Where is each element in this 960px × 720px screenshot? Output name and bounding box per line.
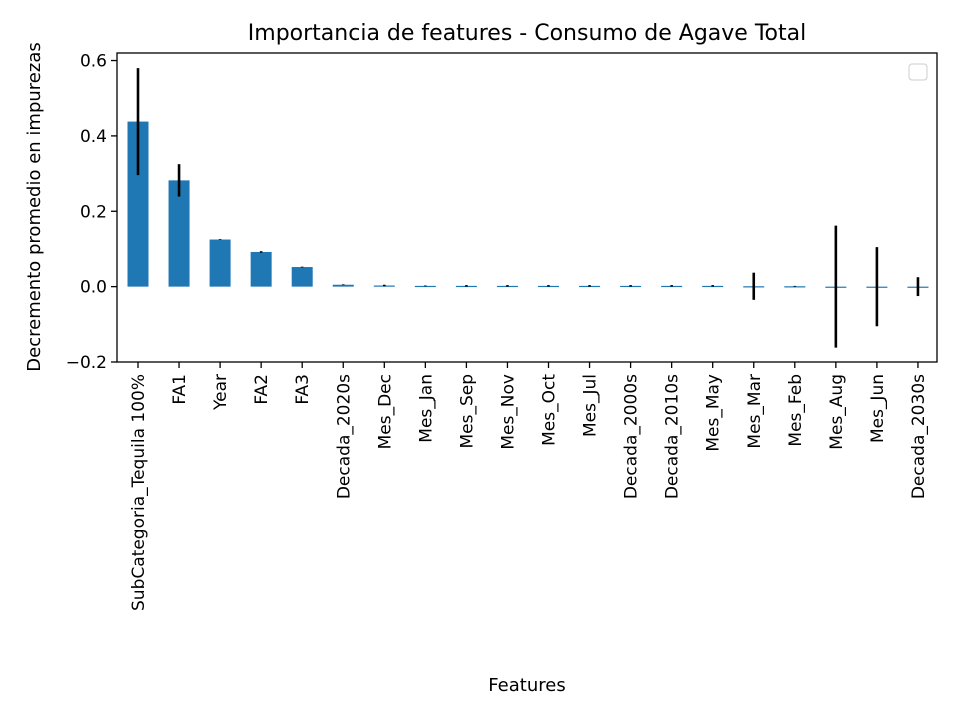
bar-mes-jan <box>414 285 436 288</box>
x-tick-label: Mes_Jun <box>868 374 888 443</box>
bar-decada-2020s <box>332 284 354 287</box>
x-axis-tick-labels: SubCategoria_Tequila 100% FA1 Year FA2 FA3 De… <box>129 362 929 611</box>
x-tick-label: Mes_May <box>704 374 724 452</box>
x-tick-label: Mes_Jan <box>416 374 436 443</box>
x-tick-label: Mes_Oct <box>540 374 560 446</box>
x-tick-label: Decada_2020s <box>334 374 354 499</box>
x-tick-label: SubCategoria_Tequila 100% <box>129 374 149 611</box>
x-tick-label: FA3 <box>293 374 313 405</box>
chart-title: Importancia de features - Consumo de Aga… <box>248 21 806 46</box>
y-tick-label: 0.4 <box>80 127 107 147</box>
y-tick-label: −0.2 <box>66 353 107 373</box>
x-tick-label: Mes_Feb <box>786 374 806 447</box>
x-tick-label: Mes_Nov <box>498 374 518 450</box>
y-axis-ticks: −0.2 0.0 0.2 0.4 0.6 <box>66 52 117 373</box>
x-tick-label: Decada_2010s <box>663 374 683 499</box>
error-bars-group <box>136 68 920 348</box>
x-axis-label: Features <box>488 675 565 696</box>
y-tick-label: 0.6 <box>80 52 107 72</box>
y-tick-label: 0.2 <box>80 202 107 222</box>
x-tick-label: Year <box>211 374 231 411</box>
bar-year <box>209 239 231 287</box>
bar-mes-feb <box>784 286 806 288</box>
bar-fa3 <box>291 267 313 287</box>
bar-fa1 <box>168 180 190 287</box>
x-tick-label: FA1 <box>170 374 190 405</box>
x-tick-label: Mes_Aug <box>827 374 847 450</box>
y-tick-label: 0.0 <box>80 278 107 298</box>
legend-box <box>908 63 928 81</box>
bar-subcategoria-tequila-100 <box>127 121 149 287</box>
x-tick-label: Mes_Jul <box>581 374 601 437</box>
x-tick-label: Mes_Sep <box>457 374 477 449</box>
x-tick-label: Mes_Mar <box>745 374 765 449</box>
bar-fa2 <box>250 251 272 287</box>
x-tick-label: Decada_2030s <box>909 374 929 499</box>
x-tick-label: FA2 <box>252 374 272 405</box>
x-tick-label: Decada_2000s <box>622 374 642 499</box>
plot-area-frame <box>116 52 938 363</box>
x-tick-label: Mes_Dec <box>375 374 395 449</box>
y-axis-label: Decremento promedio en impurezas <box>24 42 45 371</box>
